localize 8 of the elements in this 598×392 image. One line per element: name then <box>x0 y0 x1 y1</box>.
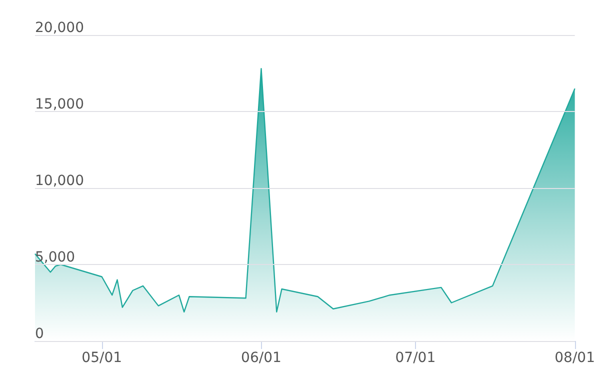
y-tick-label: 10,000 <box>35 173 84 189</box>
y-tick-label: 20,000 <box>35 20 84 36</box>
x-tick-label: 05/01 <box>82 350 122 366</box>
y-tick-label: 0 <box>35 326 44 342</box>
x-tick-label: 07/01 <box>395 350 436 366</box>
x-tick-label: 06/01 <box>241 350 282 366</box>
y-tick-label: 15,000 <box>35 96 84 112</box>
x-tick-label: 08/01 <box>554 350 596 366</box>
